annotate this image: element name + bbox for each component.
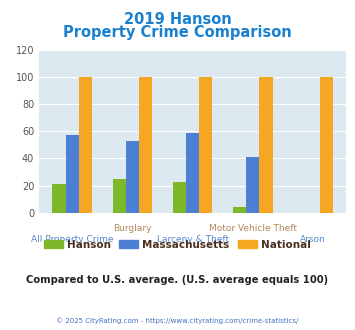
Bar (186, 133, 199, 213)
Bar (199, 77, 212, 213)
Bar (126, 141, 139, 213)
Bar (173, 182, 186, 213)
Bar (139, 77, 152, 213)
Bar (260, 77, 273, 213)
Text: All Property Crime: All Property Crime (31, 235, 113, 244)
Text: 2019 Hanson: 2019 Hanson (124, 12, 231, 26)
Text: Larceny & Theft: Larceny & Theft (157, 235, 229, 244)
Bar (113, 179, 126, 213)
Text: © 2025 CityRating.com - https://www.cityrating.com/crime-statistics/: © 2025 CityRating.com - https://www.city… (56, 317, 299, 324)
Bar (233, 208, 246, 213)
Text: Burglary: Burglary (113, 224, 152, 233)
Legend: Hanson, Massachusetts, National: Hanson, Massachusetts, National (40, 236, 315, 254)
Bar (66, 135, 79, 213)
Bar (320, 77, 333, 213)
Text: Motor Vehicle Theft: Motor Vehicle Theft (209, 224, 297, 233)
Bar (52, 184, 66, 213)
Bar (246, 157, 260, 213)
Bar (79, 77, 92, 213)
Text: Compared to U.S. average. (U.S. average equals 100): Compared to U.S. average. (U.S. average … (26, 276, 329, 285)
Text: Arson: Arson (300, 235, 326, 244)
Text: Property Crime Comparison: Property Crime Comparison (63, 25, 292, 40)
